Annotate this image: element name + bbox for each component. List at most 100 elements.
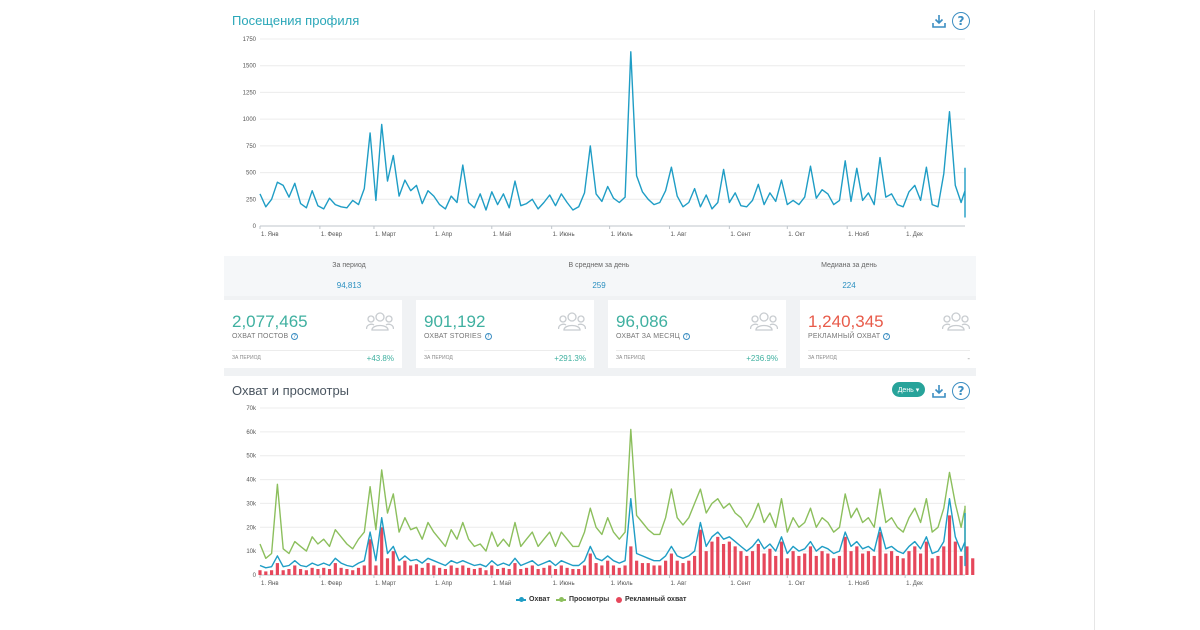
bar-ad-reach xyxy=(652,565,656,575)
download-glyph xyxy=(932,385,946,398)
series-line xyxy=(259,51,966,218)
y-tick-label: 750 xyxy=(246,144,257,150)
bar-ad-reach xyxy=(953,541,957,575)
legend-item-views[interactable]: Просмотры xyxy=(556,596,609,603)
legend-dot-marker xyxy=(616,596,622,603)
profile-visits-chart: 0 250 500 750 1000 1250 1500 1750 1. Янв 1. Февр 1… xyxy=(243,37,966,238)
bar-ad-reach xyxy=(385,558,390,575)
help-icon[interactable]: ? xyxy=(291,333,299,340)
card-value: 1,240,345 xyxy=(808,312,884,331)
card-label: ОХВАТ ЗА МЕСЯЦ? xyxy=(616,333,691,340)
card-value: 2,077,465 xyxy=(232,312,308,331)
bar-ad-reach xyxy=(391,551,395,575)
bar-ad-reach xyxy=(455,567,459,575)
bar-ad-reach xyxy=(895,555,899,575)
bar-ad-reach xyxy=(658,565,662,575)
bar-ad-reach xyxy=(733,546,737,575)
legend-line-marker xyxy=(556,596,566,602)
legend-item-ad-reach[interactable]: Рекламный охват xyxy=(616,596,686,603)
y-tick-label: 20k xyxy=(246,525,257,531)
help-icon[interactable]: ? xyxy=(484,333,492,340)
bar-ad-reach xyxy=(467,567,471,575)
bar-ad-reach xyxy=(832,558,836,575)
bar-ad-reach xyxy=(739,551,743,575)
y-tick-label: 60k xyxy=(246,430,257,436)
card-post-reach: 2,077,465 ОХВАТ ПОСТОВ? ЗА ПЕРИОД +43.8% xyxy=(224,300,402,368)
bar-ad-reach xyxy=(959,555,963,575)
bar-ad-reach xyxy=(345,569,349,575)
card-change: +236.9% xyxy=(746,354,778,363)
card-value: 96,086 xyxy=(616,312,668,331)
bar-ad-reach xyxy=(449,565,453,575)
bar-ad-reach xyxy=(490,565,494,575)
bar-ad-reach xyxy=(756,543,760,575)
download-icon[interactable] xyxy=(930,12,948,30)
bar-ad-reach xyxy=(507,569,511,575)
card-change: +43.8% xyxy=(366,354,394,363)
bar-ad-reach xyxy=(611,565,616,575)
bar-ad-reach xyxy=(327,569,332,575)
card-period: ЗА ПЕРИОД xyxy=(424,355,453,361)
help-icon[interactable]: ? xyxy=(952,382,970,400)
bar-ad-reach xyxy=(884,553,888,575)
y-tick-label: 1000 xyxy=(243,117,257,123)
bar-ad-reach xyxy=(814,555,818,575)
bar-ad-reach xyxy=(426,563,430,575)
help-icon[interactable]: ? xyxy=(683,333,691,340)
help-icon[interactable]: ? xyxy=(883,333,891,340)
bar-ad-reach xyxy=(542,567,546,575)
bar-ad-reach xyxy=(924,541,928,575)
card-period: ЗА ПЕРИОД xyxy=(616,355,645,361)
bar-ad-reach xyxy=(704,551,708,575)
bar-ad-reach xyxy=(565,567,569,575)
bar-ad-reach xyxy=(536,569,540,575)
legend-item-reach[interactable]: Охват xyxy=(516,596,550,603)
x-tick-label: 1. Авг xyxy=(670,232,687,238)
help-icon[interactable]: ? xyxy=(952,12,970,30)
stat-total-value: 94,813 xyxy=(336,281,362,290)
bar-ad-reach xyxy=(635,560,639,575)
x-tick-label: 1. Нояб xyxy=(848,581,870,587)
bar-ad-reach xyxy=(675,560,679,575)
bar-ad-reach xyxy=(524,567,529,575)
stat-median-value: 224 xyxy=(842,281,856,290)
bar-ad-reach xyxy=(727,541,731,575)
card-label: ОХВАТ STORIES? xyxy=(424,333,492,340)
card-ad-reach: 1,240,345 РЕКЛАМНЫЙ ОХВАТ? ЗА ПЕРИОД - xyxy=(800,300,978,368)
y-tick-label: 1750 xyxy=(243,37,257,43)
users-glyph xyxy=(941,312,971,331)
bar-ad-reach xyxy=(513,563,517,575)
x-tick-label: 1. Февр xyxy=(321,581,343,587)
bar-ad-reach xyxy=(640,563,645,575)
bar-ad-reach xyxy=(478,567,482,575)
panel-divider xyxy=(1094,10,1095,630)
bar-ad-reach xyxy=(588,553,592,575)
stat-average-value: 259 xyxy=(592,281,606,290)
bar-ad-reach xyxy=(339,567,343,575)
bar-ad-reach xyxy=(298,569,303,575)
stats-band: За период 94,813 В среднем за день 259 М… xyxy=(224,256,976,296)
download-icon[interactable] xyxy=(930,382,948,400)
bar-ad-reach xyxy=(571,569,575,575)
bar-ad-reach xyxy=(380,527,384,575)
x-tick-label: 1. Окт xyxy=(788,232,805,238)
bar-ad-reach xyxy=(461,565,465,575)
bar-ad-reach xyxy=(484,570,488,575)
bar-ad-reach xyxy=(258,570,262,575)
x-tick-label: 1. Июль xyxy=(611,581,633,587)
x-tick-label: 1. Нояб xyxy=(848,232,870,238)
period-dropdown[interactable]: День ▾ xyxy=(892,382,925,397)
bar-ad-reach xyxy=(913,546,917,575)
bar-ad-reach xyxy=(855,546,859,575)
bar-ad-reach xyxy=(472,569,476,575)
bar-ad-reach xyxy=(623,565,627,575)
y-tick-label: 500 xyxy=(246,171,257,177)
bar-ad-reach xyxy=(553,569,558,575)
bar-ad-reach xyxy=(692,555,697,575)
x-tick-label: 1. Февр xyxy=(321,232,343,238)
bar-ad-reach xyxy=(849,551,853,575)
bar-ad-reach xyxy=(721,543,726,575)
bar-ad-reach xyxy=(918,553,923,575)
x-tick-label: 1. Апр xyxy=(435,581,453,587)
x-tick-label: 1. Май xyxy=(493,231,511,238)
